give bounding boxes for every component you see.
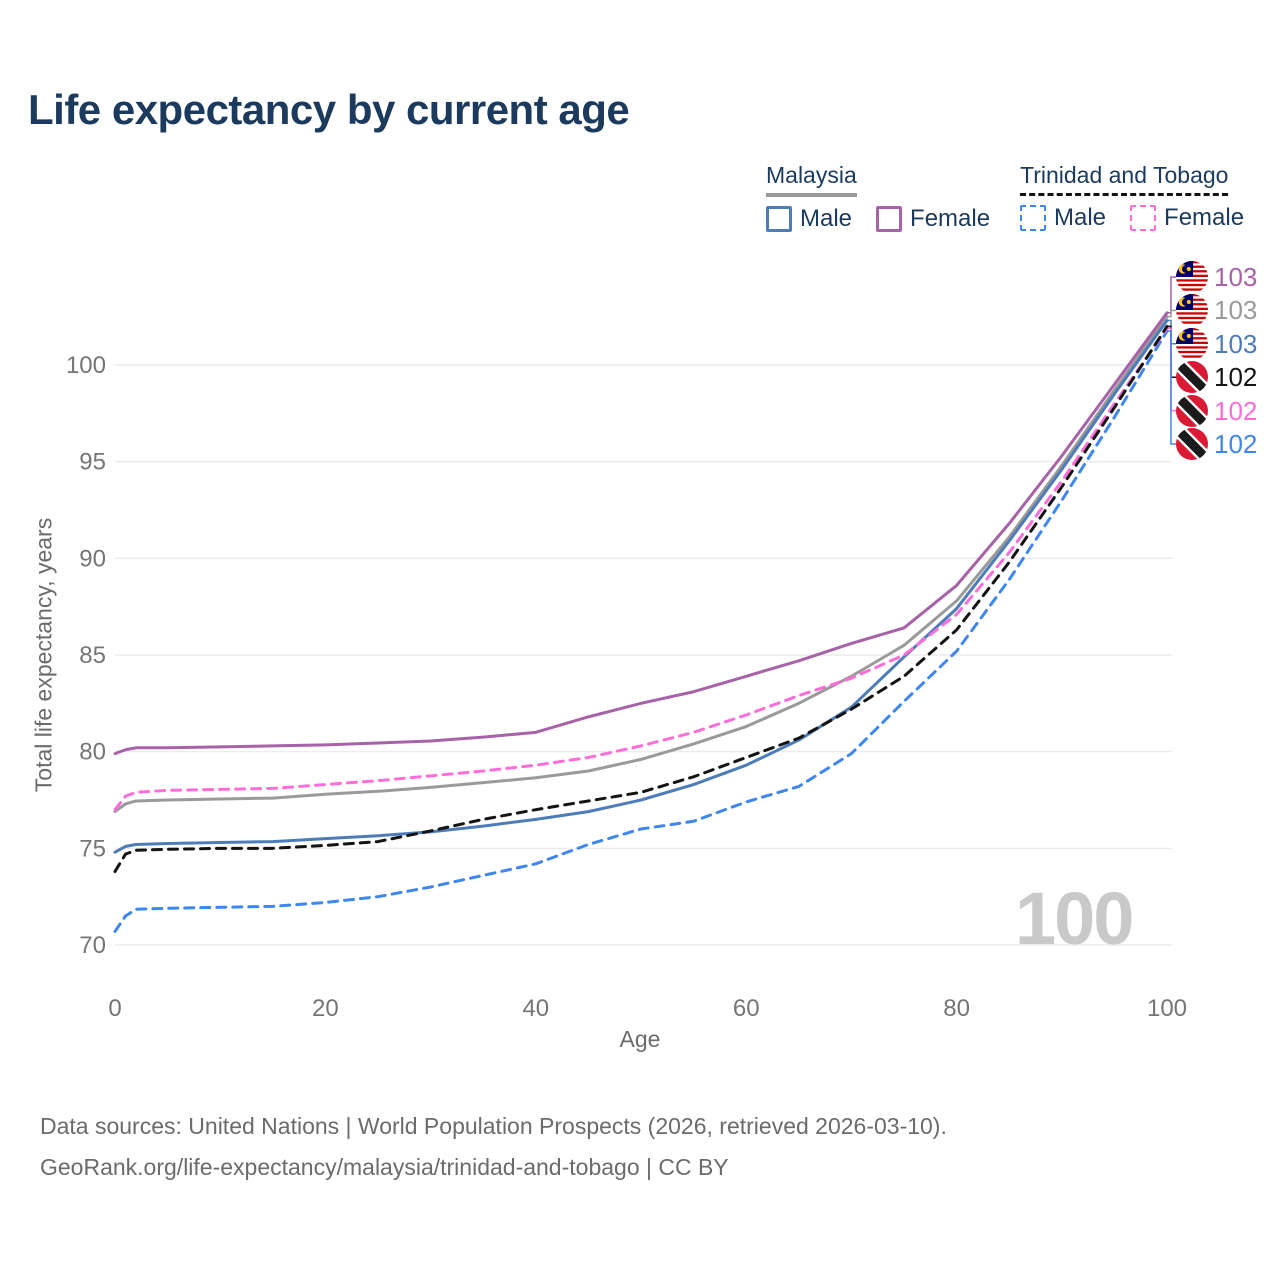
y-tick-label: 100	[66, 352, 106, 379]
y-tick-label: 95	[79, 449, 106, 476]
trinidad-female-swatch-icon	[1130, 205, 1157, 231]
legend-item-label: Female	[910, 205, 991, 232]
x-tick-label: 20	[312, 995, 339, 1022]
end-label-malaysia-female: 103	[1176, 261, 1257, 293]
legend-item-label: Female	[1164, 204, 1245, 231]
x-tick-label: 0	[108, 995, 121, 1022]
legend-item-malaysia-female[interactable]: Female	[876, 205, 990, 233]
line-trinidad-and-tobago-male[interactable]	[113, 329, 1169, 933]
legend-item-trinidad-female[interactable]: Female	[1130, 204, 1244, 232]
y-tick-label: 85	[79, 642, 106, 669]
malaysia-female-swatch-icon	[876, 206, 903, 232]
end-value: 102	[1214, 428, 1258, 459]
x-tick-label: 40	[522, 995, 549, 1022]
legend-group-malaysia: Malaysia Male Female	[766, 162, 1014, 233]
malaysia-flag-icon	[1176, 328, 1208, 360]
label-connector-trinidad-and-tobago-male	[1168, 330, 1177, 445]
end-value: 103	[1214, 294, 1258, 325]
legend-country-trinidad-and-tobago[interactable]: Trinidad and Tobago	[1020, 162, 1229, 196]
legend-item-trinidad-male[interactable]: Male	[1020, 204, 1106, 232]
x-tick-label: 80	[943, 995, 970, 1022]
end-value: 103	[1214, 328, 1258, 359]
legend-item-malaysia-male[interactable]: Male	[766, 205, 852, 233]
data-sources: Data sources: United Nations | World Pop…	[40, 1106, 947, 1188]
y-tick-label: 90	[79, 545, 106, 572]
y-tick-label: 80	[79, 739, 106, 766]
label-connector-malaysia-female	[1168, 276, 1177, 314]
line-malaysia-female[interactable]	[113, 311, 1169, 756]
y-axis-title: Total life expectancy, years	[30, 517, 57, 793]
trinidad-and-tobago-flag-icon	[1176, 395, 1208, 427]
end-value: 102	[1214, 361, 1258, 392]
legend-group-trinidad-and-tobago: Trinidad and Tobago Male Female	[1020, 162, 1268, 232]
malaysia-male-swatch-icon	[766, 206, 792, 232]
label-connector-malaysia-both-sexes	[1168, 309, 1177, 318]
trinidad-and-tobago-flag-icon	[1176, 428, 1208, 460]
end-label-trinidad-both: 102	[1176, 361, 1257, 393]
end-label-trinidad-male: 102	[1176, 428, 1257, 460]
legend-item-label: Male	[800, 205, 853, 232]
end-label-trinidad-female: 102	[1176, 395, 1257, 427]
age-watermark: 100	[1015, 877, 1134, 960]
x-tick-label: 100	[1147, 995, 1187, 1022]
line-trinidad-and-tobago-both-sexes[interactable]	[113, 324, 1169, 874]
y-tick-label: 75	[79, 835, 106, 862]
source-line-1: Data sources: United Nations | World Pop…	[40, 1113, 947, 1139]
malaysia-flag-icon	[1176, 294, 1208, 326]
line-malaysia-male[interactable]	[113, 319, 1169, 854]
page-title: Life expectancy by current age	[28, 86, 630, 133]
x-tick-label: 60	[733, 995, 760, 1022]
malaysia-flag-icon	[1176, 261, 1208, 293]
y-tick-label: 70	[79, 932, 106, 959]
end-label-malaysia-both: 103	[1176, 294, 1257, 326]
legend-country-malaysia[interactable]: Malaysia	[766, 162, 857, 197]
source-line-2: GeoRank.org/life-expectancy/malaysia/tri…	[40, 1154, 729, 1180]
line-trinidad-and-tobago-female[interactable]	[113, 326, 1169, 812]
end-value: 102	[1214, 395, 1258, 426]
trinidad-male-swatch-icon	[1020, 205, 1046, 231]
end-value: 103	[1214, 261, 1258, 292]
end-label-malaysia-male: 103	[1176, 328, 1257, 360]
legend-item-label: Male	[1054, 204, 1107, 231]
trinidad-and-tobago-flag-icon	[1176, 361, 1208, 393]
line-malaysia-both-sexes[interactable]	[113, 315, 1169, 814]
x-axis-title: Age	[619, 1026, 661, 1052]
